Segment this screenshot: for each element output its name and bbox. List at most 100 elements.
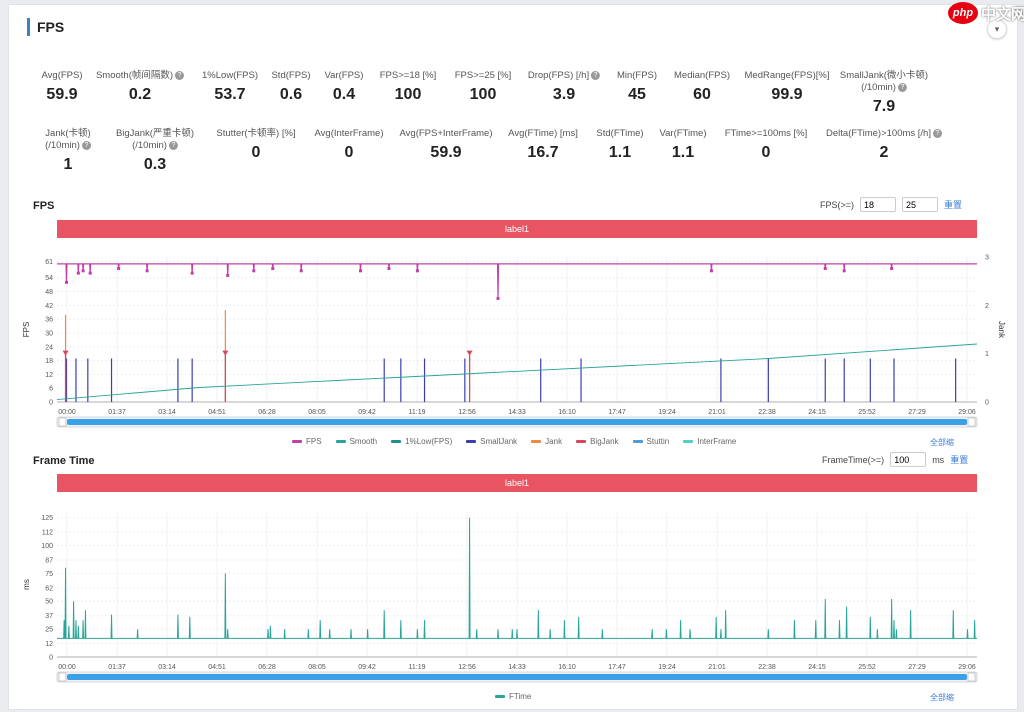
legend-label: InterFrame xyxy=(697,437,737,446)
metric-value: 16.7 xyxy=(527,144,559,161)
help-icon[interactable]: ? xyxy=(175,70,185,80)
y-tick-label: 75 xyxy=(45,571,53,578)
metric-label: FTime>=100ms [%] xyxy=(725,128,808,140)
help-icon[interactable]: ? xyxy=(168,140,178,150)
fps-dip-marker xyxy=(81,269,85,273)
metric-label-text: Avg(FPS+InterFrame) xyxy=(399,128,493,139)
metric-metrics_row2-7: Var(FTime) 1.1 xyxy=(660,128,707,162)
metric-value: 99.9 xyxy=(771,86,803,103)
x-tick-label: 19:24 xyxy=(658,409,676,416)
collapse-icon[interactable]: ▾ xyxy=(987,19,1007,39)
metric-label: Smooth(帧间隔数)? xyxy=(96,70,185,82)
fps-dip-marker xyxy=(823,267,827,271)
metric-value: 1 xyxy=(63,156,73,173)
x-tick-label: 09:42 xyxy=(358,409,376,416)
help-icon[interactable]: ? xyxy=(897,82,907,92)
metric-label: Median(FPS) xyxy=(674,70,730,82)
metric-label: Min(FPS) xyxy=(617,70,657,82)
metric-value: 0.6 xyxy=(279,86,303,103)
fps-legend-item[interactable]: Stuttin xyxy=(632,437,669,446)
metric-label: Delta(FTime)>100ms [/h]? xyxy=(826,128,942,140)
fps-label-band[interactable]: label1 xyxy=(57,220,977,238)
fps-dip-marker xyxy=(226,273,230,277)
ft-legend-item[interactable]: FTime xyxy=(495,692,531,701)
scrollbar-thumb[interactable] xyxy=(67,674,967,680)
frametime-label-band[interactable]: label1 xyxy=(57,474,977,492)
fps-legend-item[interactable]: BigJank xyxy=(576,437,619,446)
metric-label-text: 1%Low(FPS) xyxy=(202,70,258,81)
y2-tick-label: 1 xyxy=(985,351,989,358)
metric-metrics_row2-5: Avg(FTime) [ms] 16.7 xyxy=(508,128,578,162)
fps-dip-marker xyxy=(190,271,194,275)
frametime-chart-title: Frame Time xyxy=(33,455,95,467)
scrollbar-handle-right[interactable] xyxy=(967,417,976,427)
frametime-threshold-controls: FrameTime(>=) ms 重置 xyxy=(822,452,968,467)
x-tick-label: 14:33 xyxy=(508,664,526,671)
metric-label: MedRange(FPS)[%] xyxy=(744,70,829,82)
metric-value: 3.9 xyxy=(552,86,576,103)
metric-metrics_row1-11: SmallJank(微小卡顿) (/10min)? 7.9 xyxy=(840,70,928,116)
fps-zoom-all-link[interactable]: 全部缩 xyxy=(930,438,954,447)
metric-label: Var(FTime) xyxy=(660,128,707,140)
metric-metrics_row2-2: Stutter(卡顿率) [%] 0 xyxy=(216,128,295,162)
metric-label-text: Avg(FTime) [ms] xyxy=(508,128,578,139)
frametime-zoom-all-link[interactable]: 全部缩 xyxy=(930,693,954,702)
metric-metrics_row2-9: Delta(FTime)>100ms [/h]? 2 xyxy=(826,128,942,162)
x-tick-label: 00:00 xyxy=(58,664,76,671)
x-tick-label: 12:56 xyxy=(458,664,476,671)
y-tick-label: 62 xyxy=(45,585,53,592)
scrollbar-handle-left[interactable] xyxy=(58,672,67,682)
x-tick-label: 25:52 xyxy=(858,664,876,671)
x-tick-label: 00:00 xyxy=(58,409,76,416)
fps-dip-marker xyxy=(709,269,713,273)
help-icon[interactable]: ? xyxy=(81,140,91,150)
fps-legend-item[interactable]: SmallJank xyxy=(466,437,517,446)
x-tick-label: 14:33 xyxy=(508,409,526,416)
y-tick-label: 25 xyxy=(45,627,53,634)
scrollbar-handle-right[interactable] xyxy=(967,672,976,682)
legend-swatch-icon xyxy=(683,440,694,443)
y-axis-title: FPS xyxy=(22,322,31,338)
y-tick-label: 37 xyxy=(45,613,53,620)
brand-text: 中文网 xyxy=(980,5,1024,23)
x-tick-label: 12:56 xyxy=(458,409,476,416)
legend-label: FPS xyxy=(306,437,322,446)
metric-label-text: Std(FTime) xyxy=(596,128,644,139)
metric-metrics_row1-1: Smooth(帧间隔数)? 0.2 xyxy=(96,70,185,104)
metric-label: 1%Low(FPS) xyxy=(202,70,258,82)
fps-legend-item[interactable]: InterFrame xyxy=(683,437,736,446)
y2-tick-label: 2 xyxy=(985,303,989,310)
metric-metrics_row1-6: FPS>=25 [%] 100 xyxy=(455,70,512,104)
y-tick-label: 48 xyxy=(45,289,53,296)
fps-legend-item[interactable]: FPS xyxy=(292,437,322,446)
fps-dip-marker xyxy=(890,267,894,271)
frametime-threshold-input[interactable] xyxy=(890,452,927,467)
metric-label-text: Var(FPS) xyxy=(324,70,364,81)
metric-metrics_row1-9: Median(FPS) 60 xyxy=(674,70,730,104)
frametime-reset-link[interactable]: 重置 xyxy=(950,455,969,465)
fps-threshold-input-2[interactable] xyxy=(902,197,939,212)
fps-legend-item[interactable]: 1%Low(FPS) xyxy=(391,437,452,446)
metric-label-text: FPS>=18 [%] xyxy=(379,70,437,81)
scrollbar-thumb[interactable] xyxy=(67,419,967,425)
scrollbar-handle-left[interactable] xyxy=(58,417,67,427)
fps-legend-item[interactable]: Jank xyxy=(531,437,562,446)
fps-dip-marker xyxy=(145,269,149,273)
fps-threshold-input-1[interactable] xyxy=(860,197,897,212)
metric-label-text: FTime>=100ms [%] xyxy=(724,128,808,139)
metric-label-unit: (/10min)? xyxy=(840,82,928,94)
metric-metrics_row1-3: Std(FPS) 0.6 xyxy=(271,70,310,104)
metric-label: SmallJank(微小卡顿) xyxy=(840,70,928,82)
x-tick-label: 06:28 xyxy=(258,664,276,671)
fps-reset-link[interactable]: 重置 xyxy=(944,200,963,210)
y-tick-label: 54 xyxy=(45,275,53,282)
frametime-unit: ms xyxy=(932,454,945,465)
page-title: FPS xyxy=(27,18,64,36)
metric-value: 2 xyxy=(879,144,889,161)
help-icon[interactable]: ? xyxy=(932,128,942,138)
metric-label: Std(FPS) xyxy=(271,70,310,82)
metric-label: Jank(卡顿) xyxy=(45,128,91,140)
metric-value: 59.9 xyxy=(430,144,462,161)
fps-legend-item[interactable]: Smooth xyxy=(335,437,377,446)
help-icon[interactable]: ? xyxy=(591,70,601,80)
